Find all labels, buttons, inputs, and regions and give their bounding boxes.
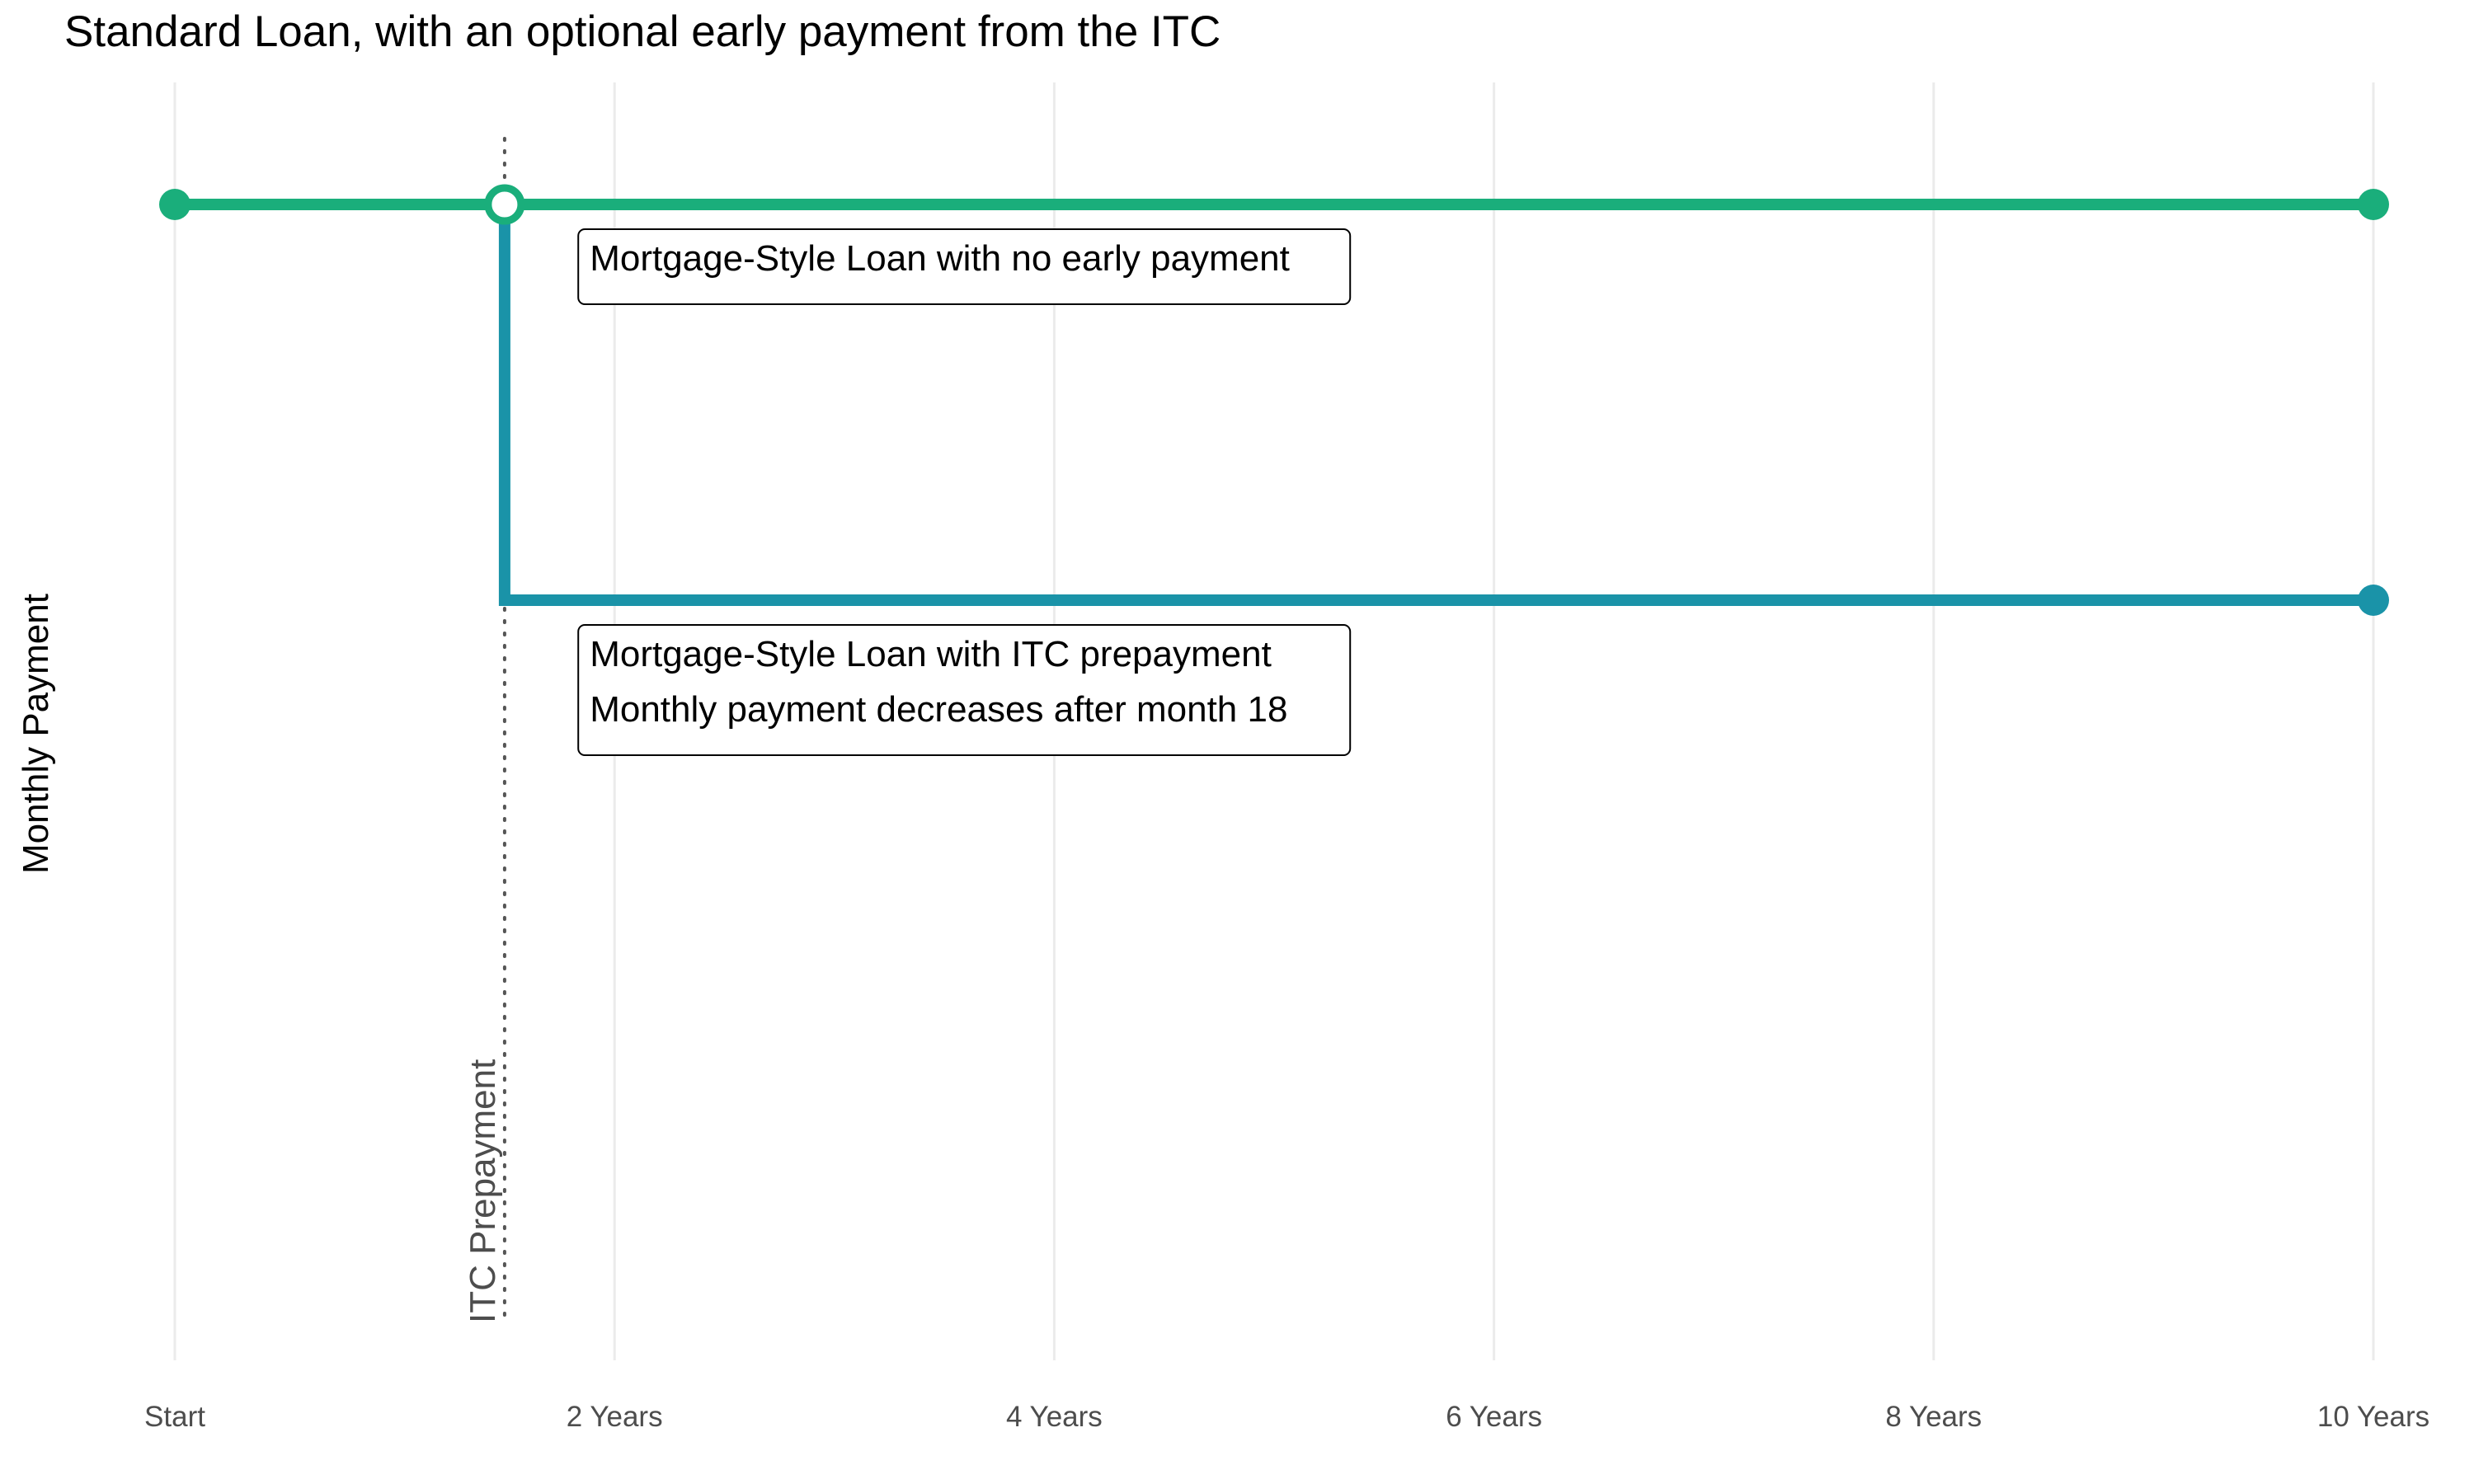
x-tick-label: 6 Years <box>1446 1401 1542 1433</box>
chart-title: Standard Loan, with an optional early pa… <box>64 7 1221 56</box>
annotation-box-0 <box>577 228 1352 305</box>
y-axis-title: Monthly Payment <box>16 594 56 874</box>
series-1-end-point <box>2358 585 2389 616</box>
x-tick-label: 4 Years <box>1006 1401 1103 1433</box>
annotation-box-1 <box>577 624 1352 756</box>
series-0-start-point <box>159 189 190 220</box>
x-tick-label: 8 Years <box>1885 1401 1982 1433</box>
series-line-1 <box>498 204 2373 606</box>
annotation-text-1-0: Mortgage-Style Loan with ITC prepayment <box>590 634 1272 674</box>
prepayment-open-point <box>484 184 525 225</box>
x-tick-label: 10 Years <box>2317 1401 2429 1433</box>
series-0-end-point <box>2358 189 2389 220</box>
annotation-text-1-1: Monthly payment decreases after month 18 <box>590 689 1287 730</box>
x-tick-label: 2 Years <box>567 1401 663 1433</box>
annotation-text-0-0: Mortgage-Style Loan with no early paymen… <box>590 238 1290 279</box>
x-tick-label: Start <box>144 1401 205 1433</box>
itc-prepayment-label: ITC Prepayment <box>463 1059 503 1323</box>
